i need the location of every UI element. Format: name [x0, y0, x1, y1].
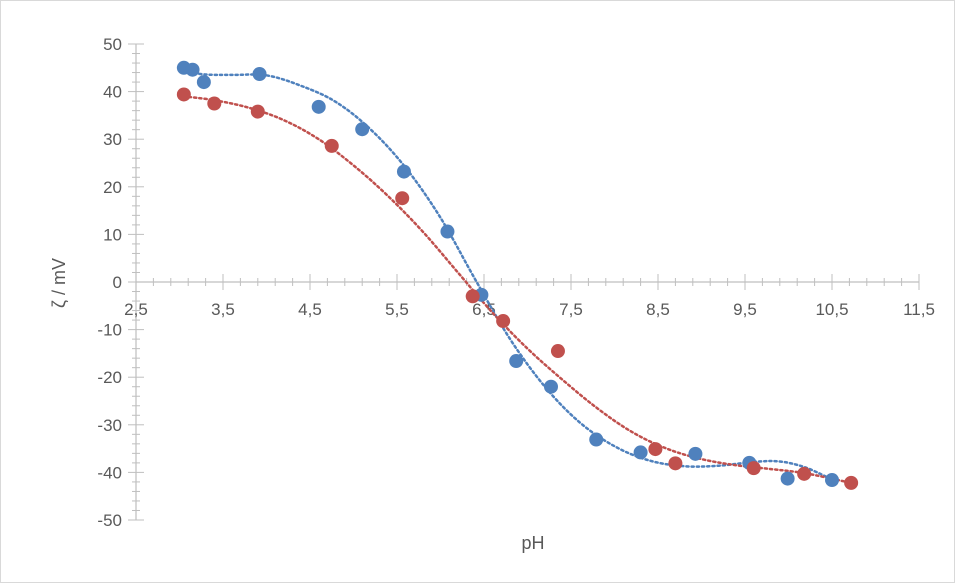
- data-point-series-1: [543, 379, 558, 394]
- y-tick-label: 30: [103, 130, 122, 149]
- data-point-series-2: [207, 96, 222, 111]
- y-tick-label: -30: [97, 416, 122, 435]
- data-point-series-1: [825, 473, 839, 488]
- x-tick-label: 8,5: [646, 300, 670, 319]
- trendline-series-1: [182, 70, 834, 481]
- x-tick-label: 10,5: [815, 300, 848, 319]
- x-tick-label: 5,5: [385, 300, 409, 319]
- y-tick-label: -40: [97, 463, 122, 482]
- x-tick-label: 2,5: [124, 300, 148, 319]
- data-point-series-1: [780, 471, 795, 486]
- x-tick-label: 7,5: [559, 300, 583, 319]
- data-point-series-2: [496, 314, 511, 329]
- data-point-series-2: [746, 461, 761, 476]
- data-point-series-1: [252, 66, 267, 81]
- y-tick-label: -20: [97, 368, 122, 387]
- data-points: [176, 60, 859, 490]
- data-point-series-2: [797, 466, 812, 481]
- data-point-series-2: [648, 442, 663, 457]
- data-point-series-2: [844, 475, 859, 490]
- data-point-series-1: [355, 122, 370, 137]
- data-point-series-1: [311, 99, 326, 114]
- data-point-series-1: [440, 224, 455, 239]
- y-tick-label: 10: [103, 225, 122, 244]
- data-point-series-2: [465, 289, 480, 304]
- x-tick-label: 4,5: [298, 300, 322, 319]
- x-axis-label: pH: [521, 533, 544, 553]
- y-tick-label: 50: [103, 35, 122, 54]
- data-point-series-2: [668, 456, 683, 471]
- data-point-series-1: [196, 75, 211, 90]
- y-tick-label: -10: [97, 321, 122, 340]
- x-tick-label: 9,5: [733, 300, 757, 319]
- data-point-series-1: [688, 446, 703, 461]
- trendlines: [182, 70, 853, 485]
- x-tick-label: 3,5: [211, 300, 235, 319]
- trendline-series-2: [182, 95, 853, 485]
- y-tick-label: -50: [97, 511, 122, 530]
- data-point-series-1: [633, 445, 648, 460]
- data-point-series-2: [324, 138, 339, 153]
- y-tick-label: 40: [103, 83, 122, 102]
- data-point-series-2: [176, 87, 191, 102]
- data-point-series-1: [589, 432, 604, 447]
- data-point-series-1: [509, 354, 524, 369]
- x-tick-label: 11,5: [903, 300, 935, 319]
- y-tick-label: 0: [113, 273, 122, 292]
- data-point-series-2: [250, 104, 265, 119]
- data-point-series-2: [550, 344, 565, 359]
- data-point-series-1: [185, 62, 200, 77]
- y-tick-label: 20: [103, 178, 122, 197]
- y-axis-label: ζ / mV: [49, 258, 69, 308]
- data-point-series-1: [396, 164, 411, 179]
- data-point-series-2: [395, 191, 410, 206]
